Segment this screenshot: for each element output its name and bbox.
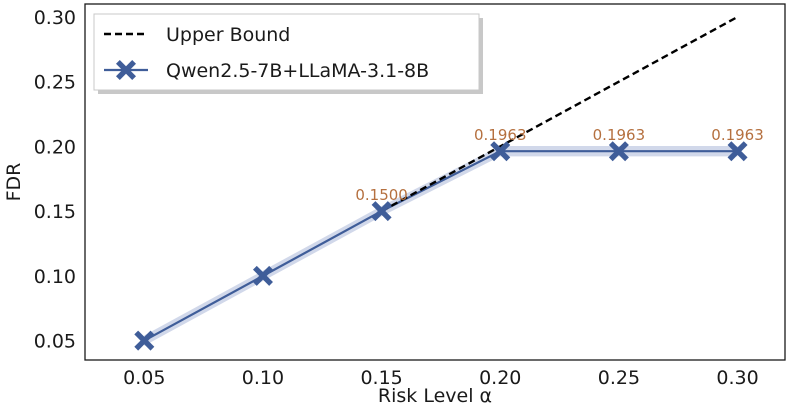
y-tick-label: 0.30 — [34, 7, 76, 29]
y-tick-label: 0.15 — [34, 201, 76, 223]
legend-label-upper-bound: Upper Bound — [166, 24, 290, 46]
data-point-marker — [608, 141, 629, 162]
x-tick-label: 0.15 — [360, 367, 402, 389]
series-line-upper-bound — [381, 15, 739, 213]
series-line-model — [143, 150, 738, 342]
series-line-layer — [143, 15, 739, 342]
x-tick-label: 0.30 — [716, 367, 758, 389]
y-tick-label: 0.10 — [34, 266, 76, 288]
legend: Upper Bound Qwen2.5-7B+LLaMA-3.1-8B — [93, 13, 483, 94]
legend-box — [93, 13, 480, 91]
data-label: 0.1963 — [711, 126, 764, 144]
confidence-band — [144, 146, 738, 346]
data-label: 0.1963 — [593, 126, 646, 144]
data-point-marker — [490, 141, 511, 162]
y-tick-label: 0.25 — [34, 72, 76, 94]
y-axis-title: FDR — [3, 163, 25, 202]
data-point-marker — [371, 201, 392, 222]
x-axis-ticks: 0.05 0.10 0.15 0.20 0.25 0.30 — [123, 367, 759, 389]
x-tick-label: 0.25 — [598, 367, 640, 389]
y-tick-label: 0.20 — [34, 136, 76, 158]
plot-frame — [84, 3, 786, 361]
x-tick-label: 0.05 — [123, 367, 165, 389]
legend-swatch-x-marker — [116, 60, 136, 80]
data-label: 0.1500 — [355, 186, 408, 204]
x-axis-title: Risk Level α — [378, 385, 492, 407]
data-label-layer: 0.1500 0.1963 0.1963 0.1963 — [355, 126, 763, 204]
x-tick-label: 0.10 — [242, 367, 284, 389]
legend-label-model: Qwen2.5-7B+LLaMA-3.1-8B — [166, 60, 429, 82]
data-point-marker — [252, 265, 273, 286]
data-label: 0.1963 — [474, 126, 527, 144]
y-axis-ticks: 0.05 0.10 0.15 0.20 0.25 0.30 — [34, 7, 76, 353]
y-tick-label: 0.05 — [34, 331, 76, 353]
x-tick-label: 0.20 — [479, 367, 521, 389]
data-point-marker — [134, 330, 155, 351]
confidence-band-layer — [144, 146, 738, 346]
data-point-marker — [727, 141, 748, 162]
series-marker-layer — [134, 141, 748, 351]
